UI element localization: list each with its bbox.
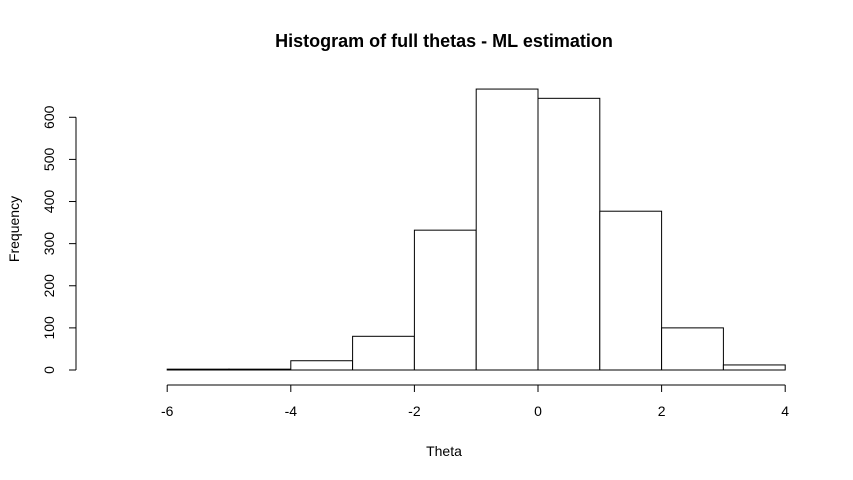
histogram-bar [413, 229, 477, 371]
histogram-bar [290, 360, 354, 371]
y-tick-label: 400 [41, 190, 57, 214]
y-tick-label: 500 [41, 148, 57, 172]
histogram-bar [475, 88, 539, 371]
bars-group [166, 88, 786, 371]
y-tick-label: 100 [41, 316, 57, 340]
histogram-bar [537, 97, 601, 371]
x-tick-label: -6 [161, 403, 174, 419]
x-axis-label: Theta [426, 443, 462, 459]
histogram-bar [228, 368, 292, 371]
histogram-bar [352, 335, 415, 371]
histogram-bar [661, 327, 724, 371]
x-tick-label: 2 [658, 403, 666, 419]
x-tick-label: -2 [408, 403, 421, 419]
y-axis-label: Frequency [6, 196, 22, 262]
y-tick-label: 600 [41, 105, 57, 129]
histogram-bar [722, 364, 786, 371]
y-tick-label: 200 [41, 274, 57, 298]
histogram-bar [599, 210, 663, 371]
x-tick-label: 4 [781, 403, 789, 419]
y-tick-label: 300 [41, 232, 57, 256]
chart-title: Histogram of full thetas - ML estimation [275, 31, 613, 51]
y-tick-label: 0 [41, 366, 57, 374]
y-axis: 0 100 200 300 400 500 600 [41, 105, 77, 374]
x-tick-label: -4 [285, 403, 298, 419]
x-tick-label: 0 [534, 403, 542, 419]
histogram-bar [166, 368, 230, 371]
x-axis: -6 -4 -2 0 2 4 [161, 384, 789, 419]
